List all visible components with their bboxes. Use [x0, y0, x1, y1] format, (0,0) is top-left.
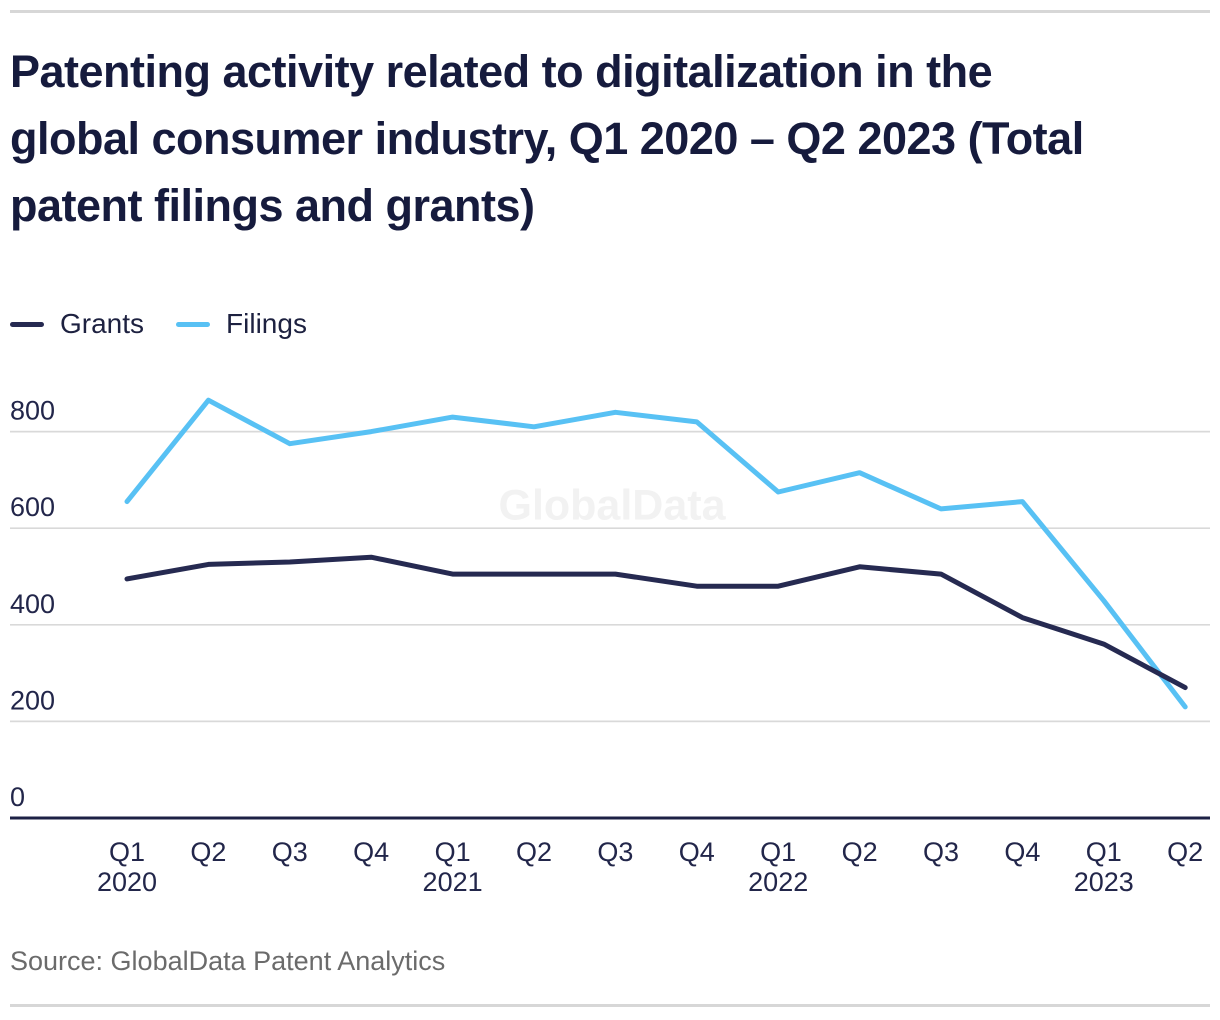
legend-item-filings: Filings	[176, 308, 307, 340]
x-tick-quarter-2: Q3	[272, 837, 308, 867]
x-tick-quarter-13: Q2	[1167, 837, 1203, 867]
series-line-filings	[124, 397, 1188, 710]
x-tick-quarter-12: Q1	[1086, 837, 1122, 867]
x-tick-quarter-8: Q1	[760, 837, 796, 867]
x-tick-quarter-9: Q2	[842, 837, 878, 867]
x-tick-quarter-5: Q2	[516, 837, 552, 867]
x-tick-quarter-0: Q1	[109, 837, 145, 867]
source-text: Source: GlobalData Patent Analytics	[10, 946, 446, 976]
x-tick-quarter-11: Q4	[1004, 837, 1040, 867]
x-tick-quarter-6: Q3	[597, 837, 633, 867]
top-divider	[10, 10, 1210, 13]
title-line-2: global consumer industry, Q1 2020 – Q2 2…	[10, 113, 1084, 164]
legend-label-filings: Filings	[226, 308, 307, 339]
grants-line-swatch	[10, 321, 44, 327]
x-tick-quarter-10: Q3	[923, 837, 959, 867]
x-tick-quarter-7: Q4	[679, 837, 715, 867]
x-tick-year-2023: 2023	[1074, 867, 1134, 897]
y-tick-label-800: 800	[10, 396, 55, 426]
chart-title: Patenting activity related to digitaliza…	[10, 38, 1084, 239]
title-line-1: Patenting activity related to digitaliza…	[10, 46, 993, 97]
x-tick-quarter-4: Q1	[435, 837, 471, 867]
x-tick-quarter-3: Q4	[353, 837, 389, 867]
bottom-divider	[10, 1004, 1210, 1007]
x-tick-year-2021: 2021	[423, 867, 483, 897]
legend-label-grants: Grants	[60, 308, 145, 339]
legend-item-grants: Grants	[10, 308, 144, 340]
filings-line-swatch	[176, 321, 211, 327]
x-tick-year-2020: 2020	[97, 867, 157, 897]
title-line-3: patent filings and grants)	[10, 180, 535, 231]
y-tick-label-600: 600	[10, 492, 55, 522]
y-tick-label-200: 200	[10, 685, 55, 715]
x-tick-quarter-1: Q2	[190, 837, 226, 867]
watermark: GlobalData	[498, 481, 726, 530]
x-tick-year-2022: 2022	[748, 867, 808, 897]
series-line-grants	[124, 554, 1188, 691]
legend: Grants Filings	[10, 308, 307, 340]
y-tick-label-0: 0	[10, 782, 25, 812]
y-tick-label-400: 400	[10, 589, 55, 619]
